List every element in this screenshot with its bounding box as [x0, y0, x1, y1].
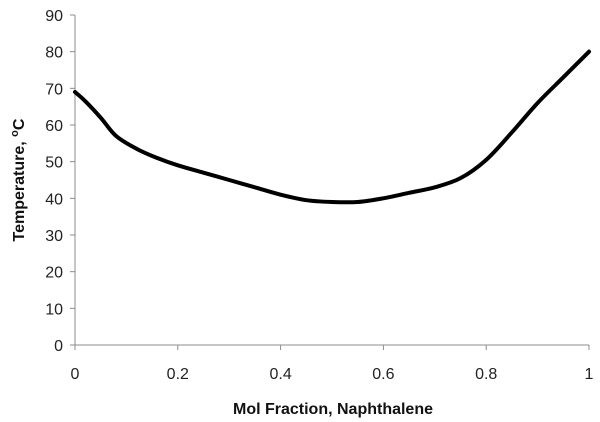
- y-tick-label: 50: [45, 155, 63, 172]
- y-axis-title-main: Temperature,: [11, 137, 28, 242]
- x-tick-label: 0.6: [372, 366, 394, 383]
- y-tick-label: 70: [45, 81, 63, 98]
- y-tick-label: 0: [54, 338, 63, 355]
- x-axis-title: Mol Fraction, Naphthalene: [233, 401, 433, 418]
- y-axis-title-sup: o: [9, 130, 21, 137]
- x-tick-label: 0.2: [167, 366, 189, 383]
- y-tick-label: 30: [45, 228, 63, 245]
- y-tick-label: 90: [45, 8, 63, 25]
- series-line: [73, 49, 591, 205]
- y-tick-label: 20: [45, 265, 63, 282]
- x-tick-label: 0.8: [475, 366, 497, 383]
- y-tick-label: 10: [45, 301, 63, 318]
- y-axis-title: Temperature, oC: [9, 118, 28, 241]
- series-layer: [73, 49, 591, 205]
- y-tick-label: 80: [45, 45, 63, 62]
- x-tick-label: 0: [71, 366, 80, 383]
- y-tick-label: 60: [45, 118, 63, 135]
- x-tick-label: 0.4: [269, 366, 291, 383]
- axes: [70, 14, 590, 350]
- y-axis-title-tail: C: [11, 118, 28, 130]
- y-tick-label: 40: [45, 191, 63, 208]
- x-tick-label: 1: [585, 366, 594, 383]
- tick-labels: 0 10 20 30 40 50 60 70 80 90 0 0.2 0.4 0.6 0.8 1: [45, 8, 593, 383]
